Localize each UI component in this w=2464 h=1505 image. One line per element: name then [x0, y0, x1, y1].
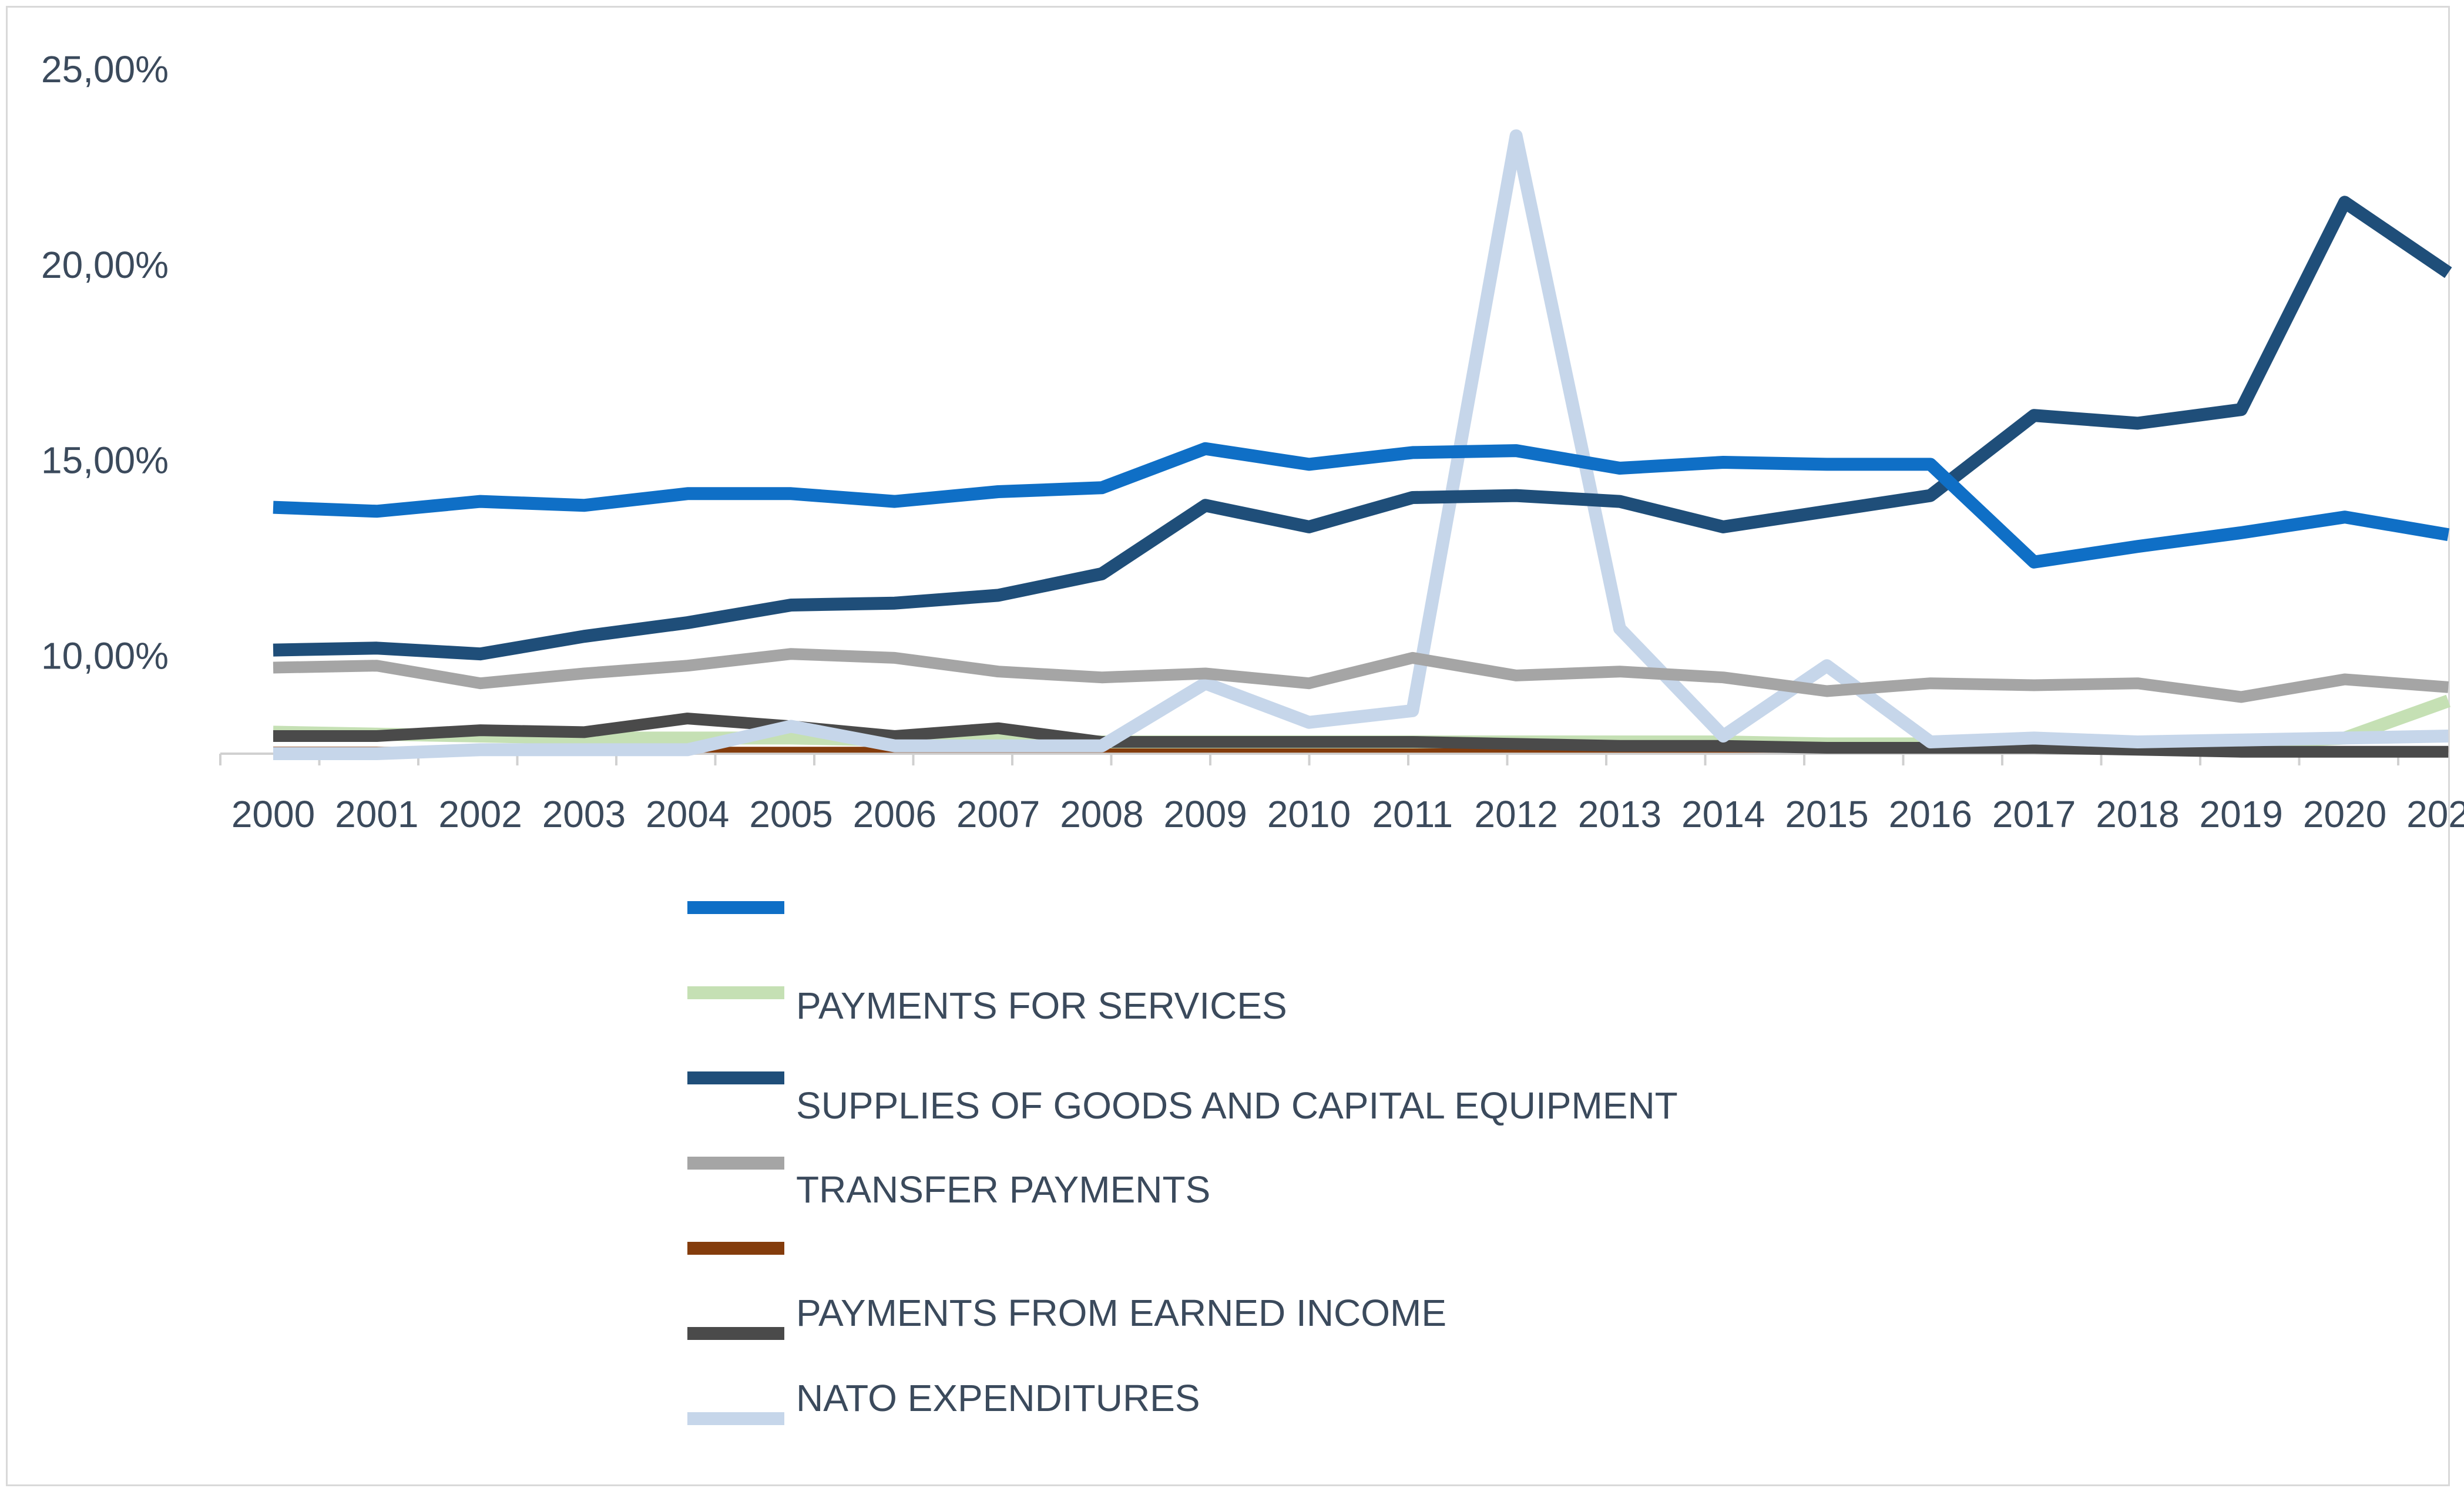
legend-swatch: [687, 901, 784, 914]
legend: PAYMENTS FOR SERVICES SUPPLIES OF GOODS A…: [687, 901, 1678, 1425]
x-tick-label: 2020: [2303, 793, 2386, 835]
x-tick-label: 2005: [749, 793, 832, 835]
series-line-payments-from-earned-income: [273, 713, 2449, 758]
legend-swatch: [687, 1071, 784, 1084]
x-tick-label: 2011: [1372, 793, 1453, 835]
legend-label: PAYMENTS FROM EARNED INCOME: [796, 1292, 1446, 1334]
x-tick-label: 2012: [1474, 793, 1557, 835]
x-tick-label: 2008: [1060, 793, 1143, 835]
legend-swatch: [687, 1412, 784, 1425]
y-tick-label: 15,00%: [41, 439, 169, 482]
x-tick-label: 2016: [1889, 793, 1972, 835]
x-tick-label: 2017: [1992, 793, 2076, 835]
legend-swatch: [687, 1157, 784, 1170]
x-tick-label: 2006: [853, 793, 936, 835]
x-tick-label: 2004: [646, 793, 729, 835]
x-tick-label: 2007: [956, 793, 1040, 835]
series-line-unnamed-0: [273, 442, 2450, 569]
x-tick-label: 2009: [1164, 793, 1247, 835]
x-tick-label: 2010: [1267, 793, 1351, 835]
x-tick-label: 2000: [231, 793, 315, 835]
legend-swatch: [687, 1242, 784, 1255]
legend-swatch: [687, 1327, 784, 1340]
y-tick-label: 20,00%: [41, 244, 169, 286]
legend-label: SUPPLIES OF GOODS AND CAPITAL EQUIPMENT: [796, 1084, 1678, 1127]
series-lines: [273, 129, 2452, 760]
x-tick-label: 2019: [2200, 793, 2283, 835]
x-tick-label: 2021: [2406, 793, 2464, 835]
y-tick-label: 25,00%: [41, 48, 169, 90]
x-tick-label: 2002: [438, 793, 522, 835]
x-tick-label: 2014: [1681, 793, 1765, 835]
legend-label: PAYMENTS FOR SERVICES: [796, 985, 1287, 1027]
x-tick-label: 2018: [2096, 793, 2179, 835]
legend-swatch: [687, 986, 784, 999]
x-tick-label: 2003: [542, 793, 626, 835]
y-tick-label: 10,00%: [41, 635, 169, 677]
series-line-transfer-payments: [273, 648, 2449, 703]
series-line-nato-expenditures: [273, 129, 2449, 760]
y-axis-tick-labels: 25,00% 20,00% 15,00% 10,00%: [41, 48, 169, 677]
legend-label: TRANSFER PAYMENTS: [796, 1168, 1210, 1211]
x-axis: 2000 2001 2002 2003 2004 2005 2006 2007 2008 2009…: [219, 752, 2464, 835]
x-tick-label: 2015: [1785, 793, 1868, 835]
legend-label: NATO EXPENDITURES: [796, 1377, 1200, 1419]
x-tick-label: 2013: [1578, 793, 1661, 835]
x-tick-label: 2001: [335, 793, 418, 835]
series-line-supplies-of-goods-and-capital-equipment: [273, 196, 2452, 661]
